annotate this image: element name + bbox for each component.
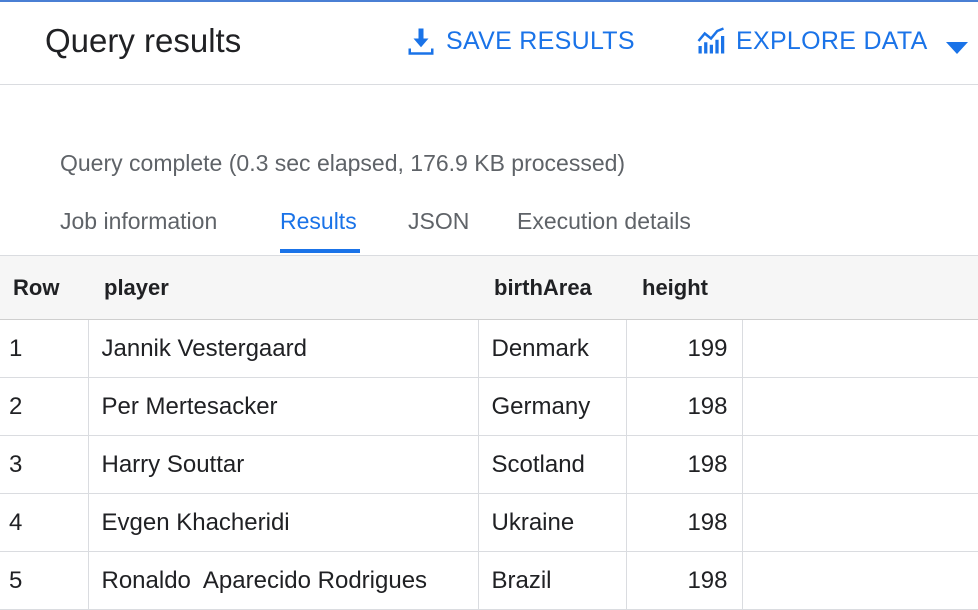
tab-job-information[interactable]: Job information (60, 208, 218, 234)
player-cell: Harry Souttar (88, 435, 479, 494)
player-cell: Evgen Khacheridi (88, 493, 479, 552)
table-row: 2 Per Mertesacker Germany 198 (0, 377, 978, 436)
column-header-row: Row (0, 255, 88, 320)
page-title: Query results (45, 22, 242, 59)
download-icon (406, 26, 436, 56)
save-results-label: SAVE RESULTS (446, 26, 635, 55)
row-number: 2 (0, 377, 89, 436)
column-header-player: player (88, 255, 478, 320)
player-cell: Ronaldo Aparecido Rodrigues (88, 551, 479, 610)
tab-json[interactable]: JSON (408, 208, 470, 234)
table-row: 4 Evgen Khacheridi Ukraine 198 (0, 493, 978, 552)
row-spacer (742, 551, 978, 610)
tab-results[interactable]: Results (280, 208, 357, 234)
row-number: 3 (0, 435, 89, 494)
birtharea-cell: Germany (478, 377, 627, 436)
results-tabs: Job information Results JSON Execution d… (0, 198, 978, 254)
row-spacer (742, 319, 978, 378)
table-header-row: Row player birthArea height (0, 255, 978, 320)
chart-icon (696, 26, 726, 56)
save-results-button[interactable]: SAVE RESULTS (406, 26, 635, 56)
table-row: 5 Ronaldo Aparecido Rodrigues Brazil 198 (0, 551, 978, 610)
column-header-height: height (626, 255, 742, 320)
row-spacer (742, 435, 978, 494)
row-spacer (742, 493, 978, 552)
height-cell: 199 (626, 319, 743, 378)
explore-data-button[interactable]: EXPLORE DATA (696, 26, 968, 56)
active-tab-indicator (280, 249, 360, 253)
row-number: 4 (0, 493, 89, 552)
row-spacer (742, 377, 978, 436)
birtharea-cell: Ukraine (478, 493, 627, 552)
tab-execution-details[interactable]: Execution details (517, 208, 691, 234)
birtharea-cell: Brazil (478, 551, 627, 610)
birtharea-cell: Scotland (478, 435, 627, 494)
birtharea-cell: Denmark (478, 319, 627, 378)
row-number: 1 (0, 319, 89, 378)
results-table: Row player birthArea height 1 Jannik Ves… (0, 255, 978, 610)
player-cell: Jannik Vestergaard (88, 319, 479, 378)
caret-down-icon[interactable] (945, 34, 968, 54)
query-status: Query complete (0.3 sec elapsed, 176.9 K… (60, 150, 626, 176)
column-header-birtharea: birthArea (478, 255, 626, 320)
top-accent-line (0, 0, 978, 2)
table-row: 3 Harry Souttar Scotland 198 (0, 435, 978, 494)
column-header-spacer (742, 255, 978, 320)
player-cell: Per Mertesacker (88, 377, 479, 436)
height-cell: 198 (626, 493, 743, 552)
table-row: 1 Jannik Vestergaard Denmark 199 (0, 319, 978, 378)
height-cell: 198 (626, 377, 743, 436)
explore-data-label: EXPLORE DATA (736, 26, 928, 55)
height-cell: 198 (626, 551, 743, 610)
height-cell: 198 (626, 435, 743, 494)
row-number: 5 (0, 551, 89, 610)
results-header: Query results SAVE RESULTS EXPLORE DATA (0, 2, 978, 85)
